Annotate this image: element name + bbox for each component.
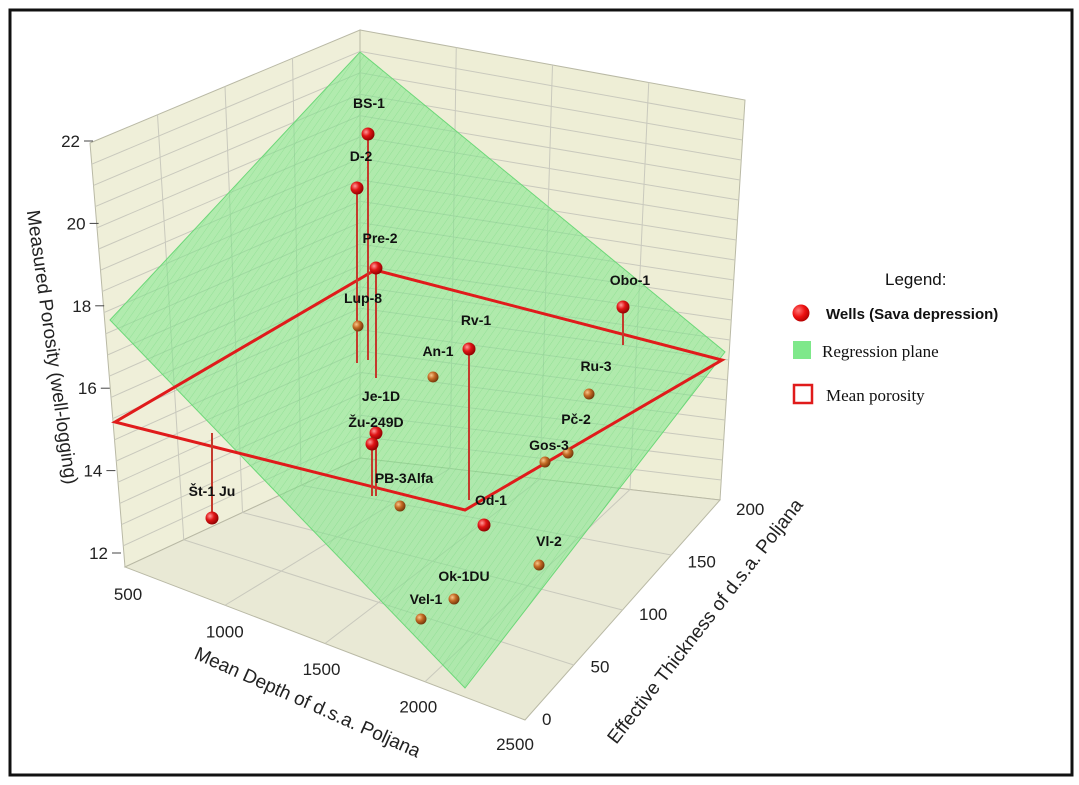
- x-tick-label: 1500: [303, 660, 341, 679]
- well-label: Rv-1: [461, 312, 492, 328]
- well-label: Je-1D: [362, 388, 400, 404]
- well-point: [350, 181, 364, 195]
- legend-title: Legend:: [885, 270, 946, 289]
- legend-box: [775, 258, 1050, 418]
- well-point: [583, 388, 595, 400]
- y-tick-label: 50: [591, 658, 610, 677]
- x-tick-label: 2500: [496, 735, 534, 754]
- regression-plane: [109, 51, 726, 689]
- well-point: [448, 593, 460, 605]
- z-tick-label: 18: [72, 297, 91, 316]
- legend-mean-icon: [792, 383, 814, 405]
- well-point: [562, 447, 574, 459]
- mean-porosity-outline: [111, 268, 726, 512]
- well-point: [427, 371, 439, 383]
- legend-mean-label: Mean porosity: [826, 386, 925, 405]
- well-label: BS-1: [353, 95, 385, 111]
- well-point: [477, 518, 491, 532]
- well-point: [616, 300, 630, 314]
- well-point: [533, 559, 545, 571]
- well-point: [415, 613, 427, 625]
- well-label: Pč-2: [561, 411, 591, 427]
- well-label: Od-1: [475, 492, 507, 508]
- well-labels: BS-1 D-2 Pre-2 Obo-1 Lup-8 Rv-1 An-1 Ru-3 Je-1D Ž…: [189, 95, 651, 607]
- well-point: [361, 127, 375, 141]
- legend-plane-icon: [793, 341, 811, 359]
- well-point: [539, 456, 551, 468]
- well-label: Vel-1: [410, 591, 443, 607]
- well-point: [462, 342, 476, 356]
- y-tick-label: 150: [688, 553, 716, 572]
- well-point: [365, 437, 379, 451]
- legend: Legend: Wells (Sava depression) Regressi…: [775, 258, 1050, 418]
- well-point: [369, 426, 383, 440]
- well-label: Gos-3: [529, 437, 569, 453]
- well-markers: [205, 127, 630, 625]
- z-tick-label: 20: [67, 214, 86, 233]
- well-label: Vl-2: [536, 533, 562, 549]
- x-tick-label: 2000: [399, 698, 437, 717]
- well-label: Obo-1: [610, 272, 651, 288]
- legend-plane-label: Regression plane: [822, 342, 939, 361]
- x-tick-label: 1000: [206, 623, 244, 642]
- well-point: [352, 320, 364, 332]
- outer-border: [8, 8, 1074, 777]
- well-label: Lup-8: [344, 290, 382, 306]
- z-axis-title: Measured Porosity (well-logging): [22, 209, 81, 486]
- legend-wells-icon: [792, 304, 810, 322]
- well-label: An-1: [422, 343, 453, 359]
- y-tick-label: 0: [542, 710, 551, 729]
- well-label: Ok-1DU: [438, 568, 489, 584]
- well-point: [394, 500, 406, 512]
- y-tick-label: 200: [736, 500, 764, 519]
- z-tick-label: 12: [89, 544, 108, 563]
- z-tick-label: 22: [61, 132, 80, 151]
- well-point: [369, 261, 383, 275]
- well-label: D-2: [350, 148, 373, 164]
- well-label: Št-1 Ju: [189, 482, 236, 499]
- y-tick-label: 100: [639, 605, 667, 624]
- well-label: PB-3Alfa: [375, 470, 434, 486]
- legend-wells-label: Wells (Sava depression): [826, 306, 998, 323]
- well-label: Žu-249D: [348, 413, 403, 430]
- x-tick-label: 500: [114, 585, 142, 604]
- well-point: [205, 511, 219, 525]
- well-label: Ru-3: [580, 358, 611, 374]
- well-label: Pre-2: [362, 230, 397, 246]
- z-tick-label: 14: [83, 462, 102, 481]
- z-tick-label: 16: [78, 379, 97, 398]
